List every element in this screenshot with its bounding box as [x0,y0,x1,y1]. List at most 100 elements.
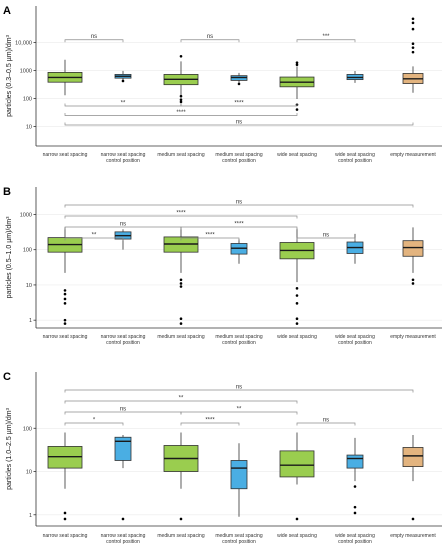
outlier-point [237,82,241,86]
box-3 [163,54,199,104]
significance-bracket: ns [296,418,356,426]
x-tick-label-line: medium seat spacing [157,152,204,158]
outlier-point [179,282,183,285]
y-tick-label: 10 [26,124,32,130]
outlier-point [411,21,415,25]
significance-label: * [93,418,96,424]
panel-label: B [3,186,11,198]
x-tick-label: wide seat spacing control position [335,334,375,346]
x-tick-label-line: narrow seat spacing [101,334,146,340]
x-tick-label-line: narrow seat spacing [43,334,88,340]
x-tick-label-line: wide seat spacing [335,334,375,340]
significance-label: **** [205,418,215,424]
significance-label: **** [176,110,186,116]
box-body [346,454,364,469]
bracket-line [64,122,414,126]
panel-label: C [3,371,11,383]
outlier-point [295,287,299,290]
x-tick-label: wide seat spacing [277,152,317,158]
significance-bracket: **** [64,211,298,219]
outlier-point [295,517,299,521]
bracket-line [64,389,414,393]
x-tick-label: wide seat spacing control position [335,533,375,545]
outlier-point [411,42,415,46]
outlier-point [411,50,415,54]
bracket-line [64,400,298,404]
outlier-point [121,79,125,83]
outlier-point [121,517,125,521]
significance-label: ns [323,233,329,239]
outlier-point [63,289,67,292]
outlier-point [295,294,299,297]
x-tick-label-line: medium seat spacing [215,533,262,539]
box-4 [230,239,248,264]
x-tick-label-line: empty measurement [390,152,436,158]
bracket-line [180,39,240,43]
significance-label: **** [234,101,244,107]
box-5 [279,432,315,521]
box-6 [346,233,364,264]
outlier-point [63,292,67,296]
box-6 [346,437,364,515]
y-tick-label: 1 [29,318,32,324]
significance-bracket: ns [64,200,414,208]
x-tick-label-line: wide seat spacing [277,533,317,539]
outlier-point [179,98,183,102]
box-1 [47,227,83,325]
bracket-line [64,204,414,208]
box-3 [163,226,199,325]
x-tick-label-line: medium seat spacing [215,334,262,340]
x-tick-label: empty measurement [390,152,436,158]
box-7 [402,17,424,93]
x-tick-label-line: medium seat spacing [157,533,204,539]
significance-bracket: ** [180,407,298,415]
outlier-point [179,285,183,288]
significance-label: ns [323,418,329,424]
x-tick-label-line: control position [106,158,140,164]
box-5 [279,228,315,325]
y-axis-label: particles (0.5–1.0 µm)/dm³ [6,216,13,299]
significance-bracket: * [64,418,124,426]
x-tick-label-line: control position [338,340,372,346]
significance-label: **** [234,222,244,228]
outlier-point [295,108,299,111]
outlier-point [295,322,299,325]
outlier-point [63,297,67,301]
x-tick-label: empty measurement [390,533,436,539]
box-body [402,447,424,467]
significance-label: ** [237,407,242,413]
significance-bracket: ns [64,385,414,393]
outlier-point [353,505,357,509]
significance-bracket: ns [180,34,240,43]
x-tick-label-line: wide seat spacing [335,152,375,158]
significance-label: ns [236,200,242,206]
box-1 [47,59,83,96]
x-tick-label-line: control position [222,158,256,164]
x-tick-label-line: narrow seat spacing [43,152,88,158]
x-tick-label-line: narrow seat spacing [101,533,146,539]
box-5 [279,61,315,111]
y-tick-label: 10,000 [15,40,32,46]
outlier-point [63,511,67,515]
x-tick-label-line: control position [106,539,140,545]
significance-bracket: ns [64,407,182,415]
significance-label: ns [236,385,242,391]
x-tick-label-line: narrow seat spacing [43,533,88,539]
outlier-point [353,485,357,488]
significance-label: ns [120,222,126,228]
outlier-point [353,511,357,515]
significance-label: ns [120,407,126,413]
outlier-point [411,282,415,285]
x-tick-label: wide seat spacing [277,533,317,539]
panel-label: A [3,5,11,17]
outlier-point [411,278,415,282]
box-4 [230,72,248,86]
significance-label: ** [179,396,184,402]
bracket-line [296,237,356,241]
x-tick-label-line: control position [222,539,256,545]
x-tick-label-line: control position [222,340,256,346]
x-tick-label-line: empty measurement [390,533,436,539]
bracket-line [180,103,298,107]
significance-label: ** [92,233,97,239]
y-axis-label: particles (0.3–0.5 µm)/dm³ [6,34,13,117]
